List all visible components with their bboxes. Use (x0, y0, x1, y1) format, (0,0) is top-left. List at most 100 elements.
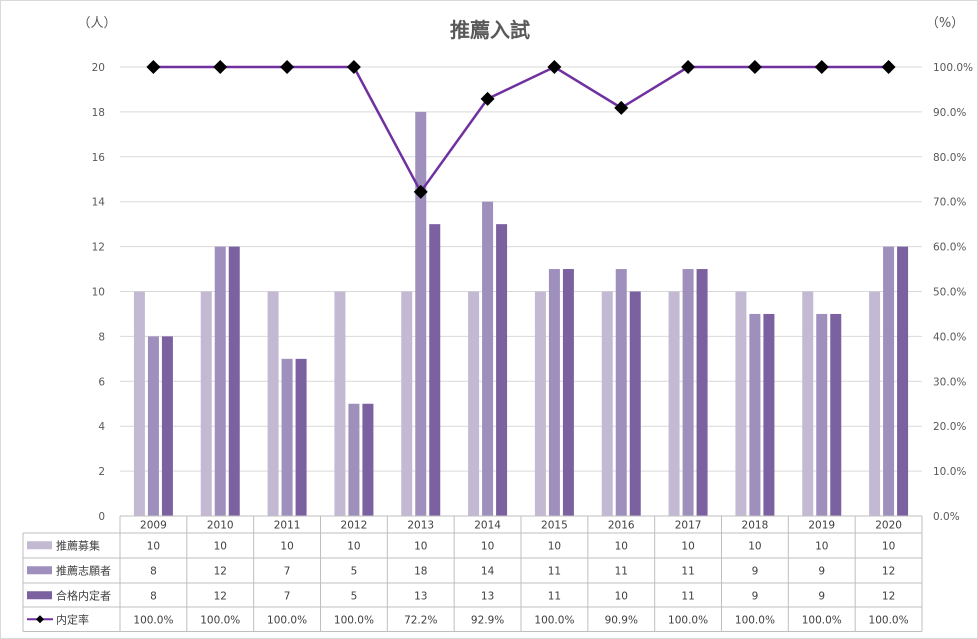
y-tick-label: 14 (92, 197, 106, 209)
table-cell: 9 (752, 565, 759, 577)
x-tick-label: 2010 (207, 520, 234, 532)
bar (334, 291, 346, 516)
table-cell: 8 (150, 590, 157, 602)
table-cell: 10 (882, 540, 895, 552)
y2-tick-label: 70.0% (933, 197, 966, 209)
rate-marker (280, 60, 295, 74)
table-cell: 12 (882, 590, 895, 602)
table-cell: 100.0% (267, 614, 307, 626)
table-cell: 10 (280, 540, 293, 552)
rate-marker (146, 60, 161, 74)
table-cell: 9 (818, 565, 825, 577)
legend-label: 内定率 (56, 612, 89, 626)
table-cell: 11 (548, 565, 561, 577)
bar (601, 291, 613, 516)
line-series (146, 60, 896, 199)
table-cell: 14 (481, 565, 495, 577)
legend-key (36, 615, 44, 624)
y2-tick-label: 80.0% (933, 152, 966, 164)
legend-label: 推薦募集 (56, 538, 100, 552)
bar (401, 291, 413, 516)
y2-tick-label: 90.0% (933, 107, 966, 119)
table-cell: 10 (615, 590, 628, 602)
bar (897, 246, 909, 516)
table-cell: 11 (681, 590, 694, 602)
x-tick-label: 2015 (541, 520, 568, 532)
x-tick-label: 2017 (675, 520, 702, 532)
bar (429, 224, 441, 516)
table-cell: 100.0% (200, 614, 240, 626)
bar (629, 291, 641, 516)
bar (802, 291, 814, 516)
y-tick-label: 20 (92, 62, 105, 74)
bar (133, 291, 145, 516)
table-cell: 7 (284, 565, 291, 577)
rate-marker (881, 60, 896, 74)
y-axis-left: 0 2 4 6 8 10 12 14 16 18 20 (92, 62, 106, 523)
table-cell: 10 (481, 540, 494, 552)
table-cell: 11 (548, 590, 561, 602)
x-tick-label: 2020 (875, 520, 902, 532)
table-cell: 100.0% (334, 614, 374, 626)
bar (161, 336, 173, 516)
table-cell: 90.9% (605, 614, 638, 626)
table-cell: 100.0% (735, 614, 775, 626)
rate-marker (413, 184, 428, 199)
bar (214, 246, 226, 516)
table-cell: 13 (414, 590, 427, 602)
bar (295, 358, 307, 516)
bar (200, 291, 212, 516)
table-cell: 10 (615, 540, 628, 552)
table-cell: 9 (752, 590, 759, 602)
bar (534, 291, 546, 516)
bar (468, 291, 480, 516)
table-cell: 10 (147, 540, 160, 552)
x-tick-label: 2016 (608, 520, 635, 532)
y2-tick-label: 60.0% (933, 242, 966, 254)
rate-marker (747, 60, 762, 74)
table-cell: 10 (681, 540, 694, 552)
bar (147, 336, 159, 516)
table-cell: 13 (481, 590, 494, 602)
y-tick-label: 10 (92, 287, 105, 299)
bar (668, 291, 680, 516)
y-tick-label: 12 (92, 242, 105, 254)
y-tick-label: 4 (98, 421, 105, 433)
rate-marker (814, 60, 829, 74)
table-cell: 10 (347, 540, 360, 552)
table-cell: 100.0% (133, 614, 173, 626)
legend-label: 推薦志願者 (56, 563, 111, 577)
table-cell: 11 (681, 565, 694, 577)
table-cell: 10 (815, 540, 828, 552)
y-axis-unit-right: （%） (926, 16, 964, 31)
x-tick-label: 2011 (274, 520, 301, 532)
y-tick-label: 0 (98, 511, 105, 523)
bar (615, 269, 627, 516)
table-cell: 92.9% (471, 614, 504, 626)
data-table: 2009 2010 2011 2012 2013 2014 2015 2016 2017 2018… (22, 515, 923, 632)
y-tick-label: 18 (92, 107, 105, 119)
table-cell: 18 (414, 565, 427, 577)
rate-marker (547, 60, 562, 74)
y2-tick-label: 100.0% (933, 62, 973, 74)
bar (267, 291, 279, 516)
y2-tick-label: 0.0% (933, 511, 960, 523)
bar (869, 291, 881, 516)
table-cell: 100.0% (869, 614, 909, 626)
y2-tick-label: 10.0% (933, 466, 966, 478)
legend-label: 合格内定者 (56, 588, 111, 602)
gridlines (120, 66, 922, 472)
table-cell: 100.0% (534, 614, 574, 626)
table-cell: 12 (214, 590, 227, 602)
table-cell: 10 (214, 540, 227, 552)
table-cell: 10 (414, 540, 427, 552)
rate-marker (213, 60, 228, 74)
rate-marker (346, 60, 361, 74)
rate-marker (681, 60, 696, 74)
table-cell: 72.2% (404, 614, 437, 626)
y2-tick-label: 20.0% (933, 421, 966, 433)
x-tick-label: 2009 (140, 520, 167, 532)
bar (696, 269, 708, 516)
legend-key (27, 566, 52, 575)
